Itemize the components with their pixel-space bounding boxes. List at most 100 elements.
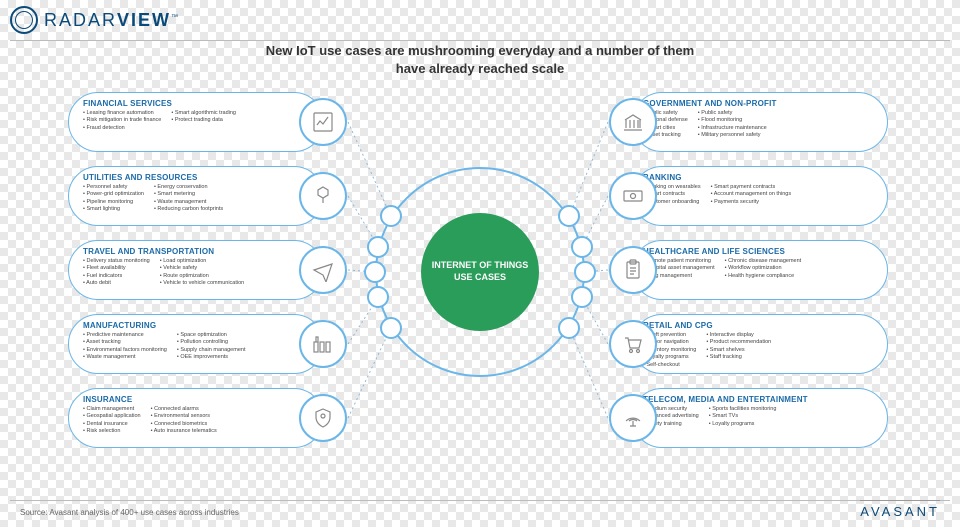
category-capsule: BANKINGBanking on wearablesSmart contrac… — [632, 166, 888, 226]
category-capsule: TELECOM, MEDIA AND ENTERTAINMENTStadium … — [632, 388, 888, 448]
use-case-list: Interactive displayProduct recommendatio… — [706, 332, 771, 369]
use-case-item: Workflow optimization — [725, 265, 802, 272]
category-title: UTILITIES AND RESOURCES — [83, 173, 313, 182]
use-case-item: Waste management — [154, 199, 223, 206]
brand-light: RADAR — [44, 10, 117, 30]
use-case-item: Waste management — [83, 354, 167, 361]
use-case-item: Route optimization — [160, 273, 244, 280]
brand-tm: ™ — [171, 14, 180, 21]
category-title: GOVERNMENT AND NON-PROFIT — [643, 99, 873, 108]
use-case-item: Product recommendation — [706, 339, 771, 346]
use-case-item: Public safety — [698, 110, 767, 117]
use-case-item: Pollution controlling — [177, 339, 246, 346]
use-case-item: Asset tracking — [83, 339, 167, 346]
factory-icon — [299, 320, 347, 368]
use-case-item: Claim management — [83, 406, 141, 413]
use-case-item: Loyalty programs — [709, 421, 777, 428]
hub-core: INTERNET OF THINGS USE CASES — [421, 213, 539, 331]
use-case-list: Smart algorithmic tradingProtect trading… — [171, 110, 236, 132]
use-case-list: Smart payment contractsAccount managemen… — [711, 184, 792, 206]
use-case-item: Environmental factors monitoring — [83, 347, 167, 354]
use-case-item: Connected biometrics — [151, 421, 217, 428]
use-case-item: Reducing carbon footprints — [154, 206, 223, 213]
shield-icon — [299, 394, 347, 442]
use-case-item: Space optimization — [177, 332, 246, 339]
use-case-item: Leasing finance automation — [83, 110, 161, 117]
use-case-item: Pipeline monitoring — [83, 199, 144, 206]
use-case-list: Claim managementGeospatial applicationDe… — [83, 406, 141, 436]
hub-node — [367, 236, 389, 258]
category-title: INSURANCE — [83, 395, 313, 404]
gov-icon — [609, 98, 657, 146]
use-case-item: Vehicle to vehicle communication — [160, 280, 244, 287]
use-case-item: Fleet availability — [83, 265, 150, 272]
hub-node — [364, 261, 386, 283]
clipboard-icon — [609, 246, 657, 294]
footer-source: Source: Avasant analysis of 400+ use cas… — [20, 508, 239, 517]
use-case-list: Connected alarmsEnvironmental sensorsCon… — [151, 406, 217, 436]
plane-icon — [299, 246, 347, 294]
use-case-list: Public safetyFlood monitoringInfrastruct… — [698, 110, 767, 140]
chart-icon — [299, 98, 347, 146]
dish-icon — [609, 394, 657, 442]
use-case-item: Fraud detection — [83, 125, 161, 132]
category-title: TRAVEL AND TRANSPORTATION — [83, 247, 313, 256]
use-case-item: Risk mitigation in trade finance — [83, 117, 161, 124]
use-case-item: Auto insurance telematics — [151, 428, 217, 435]
hub-node — [558, 205, 580, 227]
category-capsule: FINANCIAL SERVICES Leasing finance automa… — [68, 92, 324, 152]
category-capsule: TRAVEL AND TRANSPORTATION Delivery status… — [68, 240, 324, 300]
use-case-item: OEE improvements — [177, 354, 246, 361]
category-title: FINANCIAL SERVICES — [83, 99, 313, 108]
cart-icon — [609, 320, 657, 368]
use-case-item: Delivery status monitoring — [83, 258, 150, 265]
use-case-item: Load optimization — [160, 258, 244, 265]
center-hub: INTERNET OF THINGS USE CASES — [375, 167, 585, 377]
use-case-item: Self-checkout — [643, 362, 696, 369]
cubes-icon — [299, 172, 347, 220]
use-case-list: Leasing finance automationRisk mitigatio… — [83, 110, 161, 132]
use-case-item: Smart payment contracts — [711, 184, 792, 191]
use-case-list: Load optimizationVehicle safetyRoute opt… — [160, 258, 244, 288]
use-case-item: Interactive display — [706, 332, 771, 339]
category-capsule: MANUFACTURING Predictive maintenanceAsset… — [68, 314, 324, 374]
brand-header: RADARVIEW™ — [10, 6, 180, 34]
brand-name: RADARVIEW™ — [44, 10, 180, 31]
use-case-item: Power-grid optimization — [83, 191, 144, 198]
use-case-item: Smart TVs — [709, 413, 777, 420]
use-case-item: Environmental sensors — [151, 413, 217, 420]
use-case-item: Infrastructure maintenance — [698, 125, 767, 132]
category-capsule: GOVERNMENT AND NON-PROFITPublic safetyNa… — [632, 92, 888, 152]
money-icon — [609, 172, 657, 220]
use-case-item: Payments security — [711, 199, 792, 206]
title-line2: have already reached scale — [0, 60, 960, 78]
hub-node — [571, 286, 593, 308]
use-case-item: Smart lighting — [83, 206, 144, 213]
use-case-list: Delivery status monitoringFleet availabi… — [83, 258, 150, 288]
use-case-item: Energy conservation — [154, 184, 223, 191]
title-line1: New IoT use cases are mushrooming everyd… — [0, 42, 960, 60]
use-case-list: Space optimizationPollution controllingS… — [177, 332, 246, 362]
hub-node — [571, 236, 593, 258]
use-case-item: Flood monitoring — [698, 117, 767, 124]
category-title: BANKING — [643, 173, 873, 182]
use-case-item: Smart algorithmic trading — [171, 110, 236, 117]
hub-node — [367, 286, 389, 308]
use-case-item: Health hygiene compliance — [725, 273, 802, 280]
radar-logo-icon — [10, 6, 38, 34]
use-case-item: Staff tracking — [706, 354, 771, 361]
footer-brand: AVASANT — [860, 500, 940, 519]
use-case-item: Fuel indicators — [83, 273, 150, 280]
category-capsule: INSURANCE Claim managementGeospatial appl… — [68, 388, 324, 448]
use-case-list: Personnel safetyPower-grid optimizationP… — [83, 184, 144, 214]
use-case-item: Chronic disease management — [725, 258, 802, 265]
use-case-list: Sports facilities monitoringSmart TVsLoy… — [709, 406, 777, 428]
use-case-list: Predictive maintenanceAsset trackingEnvi… — [83, 332, 167, 362]
use-case-list: Energy conservationSmart meteringWaste m… — [154, 184, 223, 214]
use-case-item: Account management on things — [711, 191, 792, 198]
category-title: MANUFACTURING — [83, 321, 313, 330]
brand-bold: VIEW — [117, 10, 171, 30]
category-title: HEALTHCARE AND LIFE SCIENCES — [643, 247, 873, 256]
category-title: RETAIL AND CPG — [643, 321, 873, 330]
category-capsule: RETAIL AND CPGTheft preventionIndoor nav… — [632, 314, 888, 374]
